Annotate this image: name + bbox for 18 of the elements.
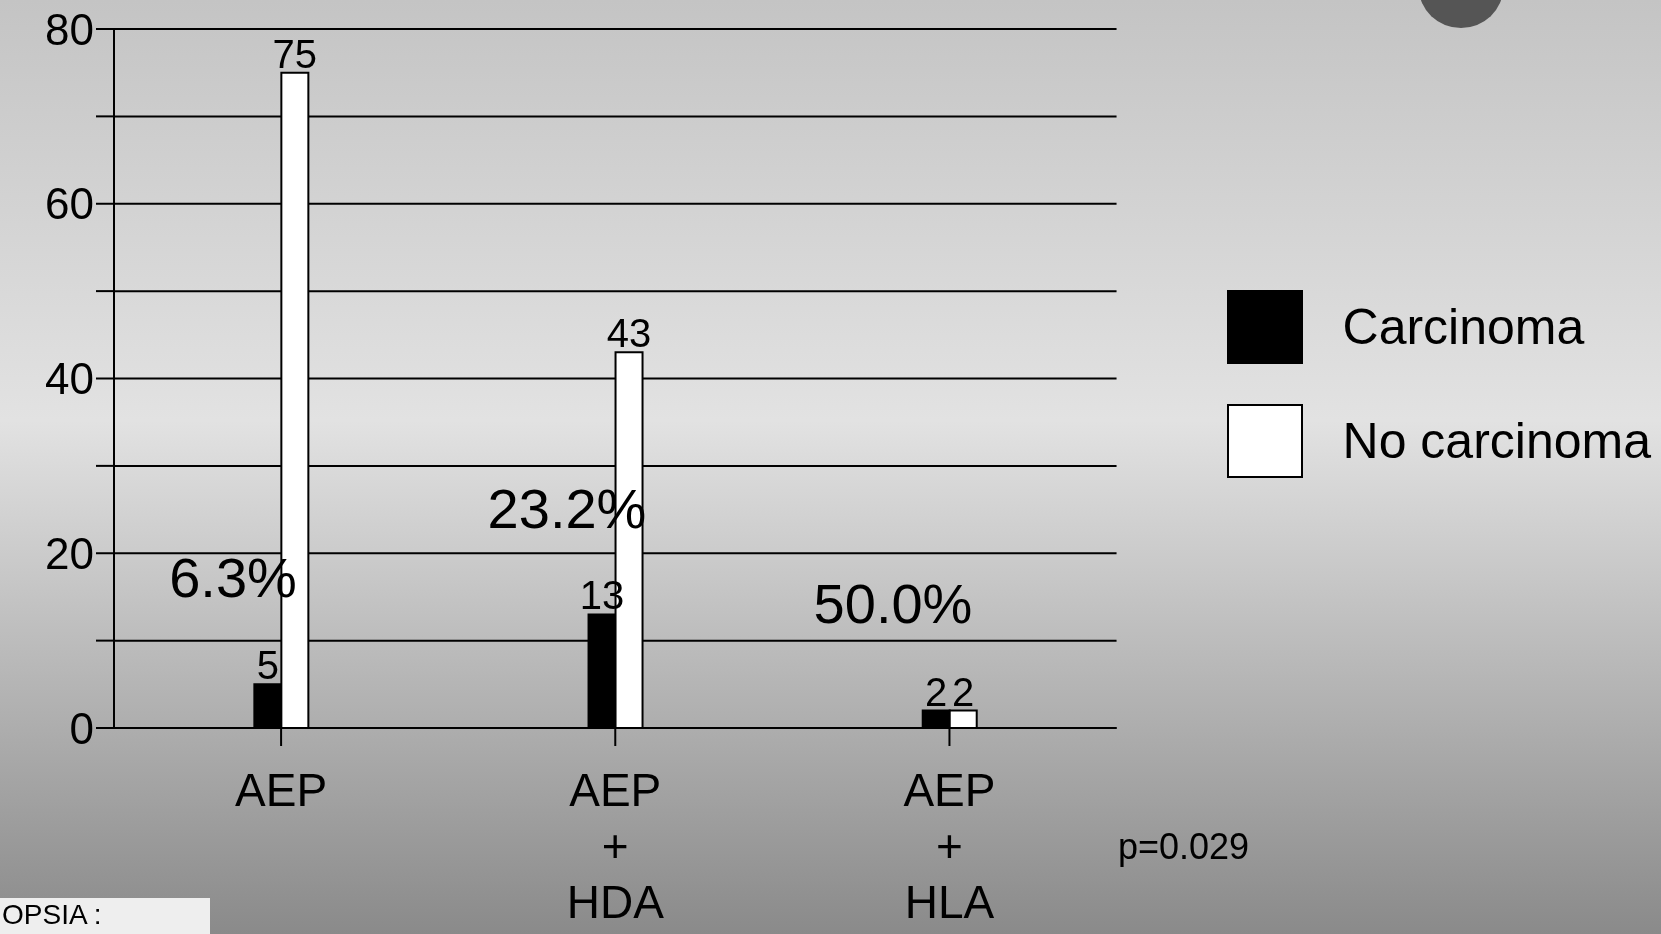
- y-tick-label: 40: [45, 354, 94, 404]
- text: OPSIA :: [0, 898, 210, 934]
- y-tick-label: 80: [45, 4, 94, 54]
- y-tick-label: 20: [45, 528, 94, 578]
- y-tick-label: 60: [45, 179, 94, 229]
- data-label: 5: [256, 643, 279, 688]
- data-label: 75: [272, 31, 318, 76]
- legend-label: Carcinoma: [1342, 298, 1585, 356]
- x-tick-label: AEP: [235, 764, 328, 816]
- data-label: 2: [952, 669, 975, 714]
- legend-label: No carcinoma: [1342, 412, 1651, 470]
- annotation: 50.0%: [812, 571, 974, 637]
- x-tick-label: AEP + HDA: [566, 764, 665, 928]
- x-tick-label: AEP + HLA: [903, 764, 996, 928]
- data-label: 2: [925, 669, 948, 714]
- text: p=0.029: [1118, 826, 1250, 868]
- data-label: 43: [606, 311, 652, 356]
- y-tick-label: 0: [69, 703, 94, 753]
